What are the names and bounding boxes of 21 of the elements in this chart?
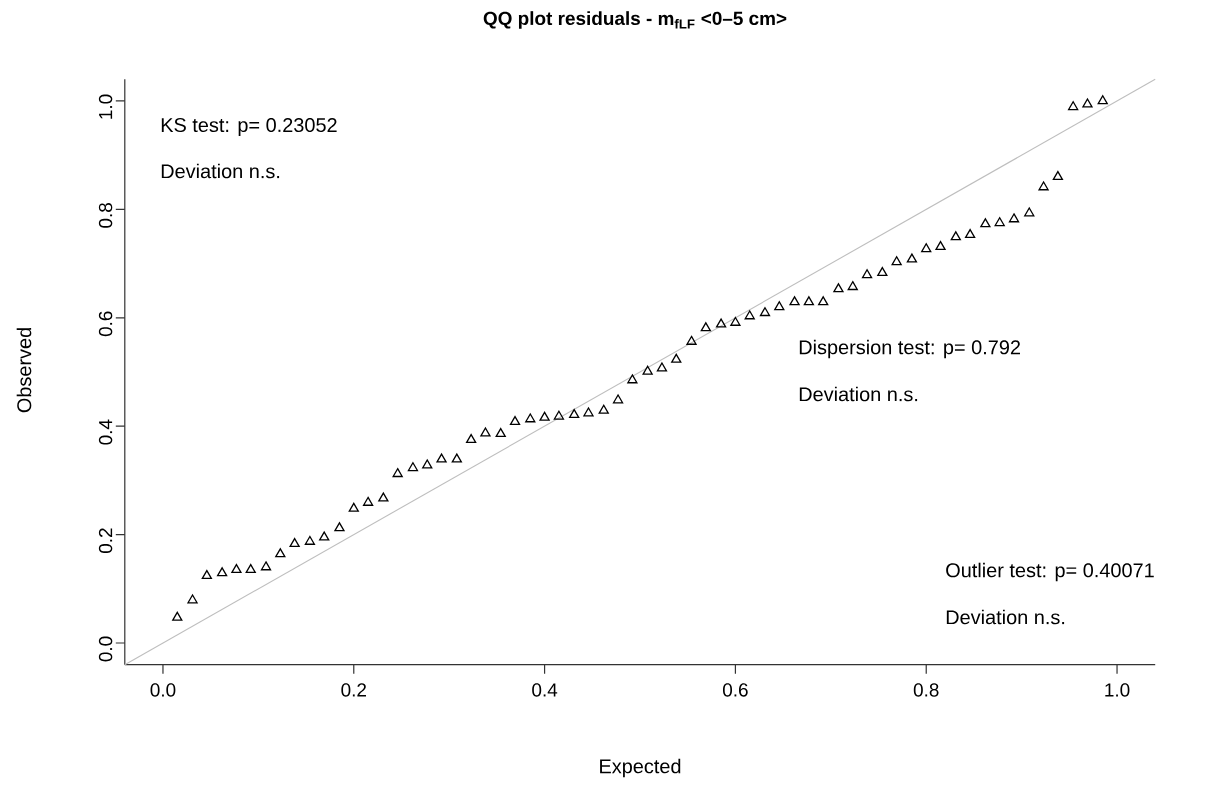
y-axis-title: Observed [16,328,32,413]
annotation: Dispersion test: p= 0.792 [799,339,1020,359]
x-axis-title: Expected [600,758,681,778]
annotation: KS test: p= 0.23052 [161,117,337,137]
x-tick-label: 0.0 [150,683,176,697]
annotation: Deviation n.s. [946,609,1065,625]
y-tick-label: 0.6 [98,311,113,337]
x-tick-label: 1.0 [1105,683,1130,697]
y-tick-label: 0.8 [98,203,113,228]
annotation: Deviation n.s. [161,163,280,179]
chart-title: QQ plot residuals - m$_{fLF}$ <0–5 cm> [483,11,787,29]
annotation: Deviation n.s. [799,386,918,402]
y-tick-label: 0.4 [98,419,113,445]
x-tick-label: 0.6 [722,683,748,697]
y-tick-label: 0.2 [98,528,113,554]
x-tick-label: 0.8 [913,683,939,697]
x-tick-label: 0.2 [341,683,366,697]
annotation: Outlier test: p= 0.40071 [946,562,1154,582]
x-tick-label: 0.4 [532,683,558,697]
y-tick-label: 1.0 [98,94,113,119]
y-tick-label: 0.0 [98,636,113,662]
